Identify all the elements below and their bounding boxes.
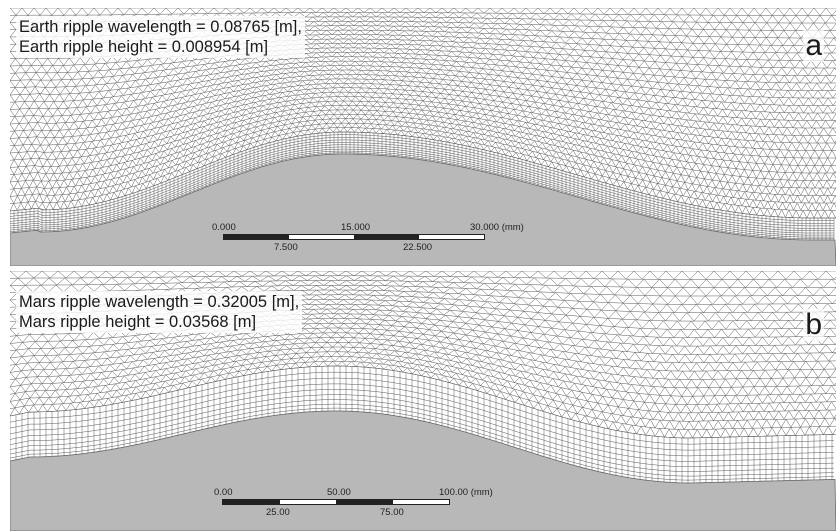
scale-label: 15.000: [341, 222, 371, 233]
ripple-ground: [10, 153, 836, 266]
scale-segment: [354, 235, 419, 239]
mars-mesh-drawing: [10, 271, 836, 531]
scale-segment: [223, 500, 280, 504]
scale-track: [223, 234, 485, 240]
mars-caption: Mars ripple wavelength = 0.32005 [m], Ma…: [16, 291, 303, 333]
earth-mesh-panel: Earth ripple wavelength = 0.08765 [m], E…: [10, 8, 836, 266]
scale-track: [222, 499, 450, 505]
panel-tag-b: b: [803, 308, 824, 341]
scale-label: 100.00 (mm): [439, 487, 493, 498]
scale-segment: [419, 235, 484, 239]
earth-scale-bar: 0.000 15.000 30.000 (mm) 7.500 22.500: [210, 222, 530, 258]
scale-segment: [224, 235, 289, 239]
scale-segment: [392, 500, 449, 504]
scale-label: 25.00: [266, 507, 290, 518]
mars-scale-bar: 0.00 50.00 100.00 (mm) 25.00 75.00: [214, 487, 534, 523]
mars-wavelength-text: Mars ripple wavelength = 0.32005 [m],: [19, 293, 300, 311]
mars-height-text: Mars ripple height = 0.03568 [m]: [19, 313, 257, 331]
scale-label: 50.00: [327, 487, 351, 498]
scale-label: 30.000 (mm): [470, 222, 524, 233]
scale-segment: [279, 500, 336, 504]
earth-caption: Earth ripple wavelength = 0.08765 [m], E…: [16, 16, 305, 58]
panel-tag-a: a: [803, 29, 824, 62]
scale-label: 7.500: [274, 242, 298, 253]
scale-label: 0.00: [214, 487, 233, 498]
scale-label: 75.00: [380, 507, 404, 518]
scale-label: 22.500: [403, 242, 433, 253]
earth-height-text: Earth ripple height = 0.008954 [m]: [19, 38, 269, 56]
ripple-ground: [10, 410, 836, 531]
scale-label: 0.000: [212, 222, 236, 233]
mars-mesh-panel: Mars ripple wavelength = 0.32005 [m], Ma…: [10, 271, 836, 531]
earth-mesh-drawing: [10, 8, 836, 266]
scale-segment: [289, 235, 354, 239]
scale-segment: [336, 500, 393, 504]
earth-wavelength-text: Earth ripple wavelength = 0.08765 [m],: [19, 18, 302, 36]
